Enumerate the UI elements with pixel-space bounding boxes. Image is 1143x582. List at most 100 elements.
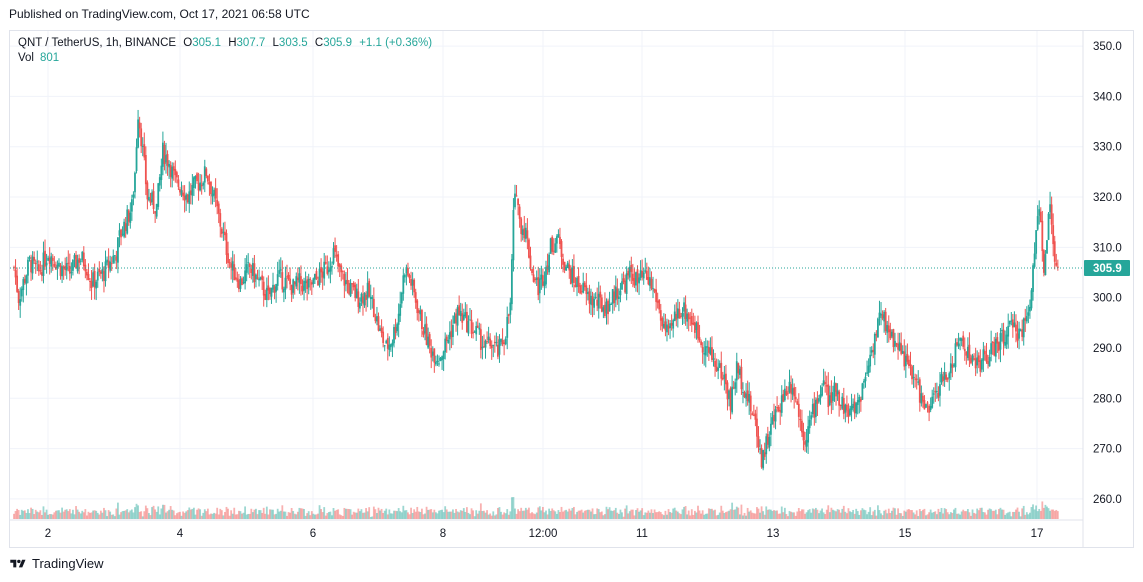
candle-body (642, 272, 645, 279)
volume-bar (664, 510, 667, 519)
candle-body (728, 390, 730, 399)
volume-bar (366, 511, 369, 519)
volume-bar (261, 512, 264, 519)
candle-body (763, 452, 766, 457)
candle-body (213, 189, 215, 196)
volume-bar (833, 510, 836, 519)
candle-body (754, 413, 757, 420)
candle-body (335, 254, 338, 257)
volume-bar (189, 509, 192, 519)
candle-body (963, 348, 966, 352)
candle-body (845, 404, 848, 411)
candle-body (351, 283, 354, 285)
chart-frame[interactable] (9, 30, 1134, 548)
volume-bar (206, 508, 209, 519)
candle-body (735, 361, 738, 381)
footer-brand[interactable]: TradingView (9, 556, 104, 571)
candle-body (912, 376, 915, 379)
volume-bar (785, 513, 788, 519)
candle-body (773, 414, 775, 421)
candle-body (923, 399, 926, 410)
candle-body (270, 287, 273, 297)
candle-body (853, 401, 856, 414)
candle-body (819, 394, 822, 399)
volume-bar (937, 508, 940, 519)
volume-bar (788, 511, 791, 519)
volume-bar (911, 510, 913, 519)
candle-body (261, 275, 264, 281)
candle-body (380, 327, 383, 333)
volume-bar (281, 505, 284, 519)
candle-body (211, 193, 214, 197)
volume-bar (321, 512, 324, 519)
volume-bar (248, 513, 251, 519)
candle-body (788, 381, 791, 393)
candle-body (934, 390, 937, 393)
volume-bar (906, 509, 909, 519)
volume-bar (213, 512, 215, 519)
candle-body (700, 341, 703, 346)
candle-body (649, 277, 651, 286)
candle-body (95, 281, 98, 289)
candle-body (906, 353, 909, 362)
volume-bar (839, 512, 842, 519)
candle-body (405, 267, 408, 274)
volume-bar (878, 510, 881, 519)
volume-bar (901, 515, 904, 519)
candle-body (776, 407, 779, 409)
candle-body (531, 269, 533, 274)
volume-bar (703, 514, 706, 519)
volume-bar (193, 507, 195, 519)
candle-body (957, 343, 960, 347)
volume-bar (1039, 510, 1042, 519)
volume-bar (296, 511, 299, 519)
volume-bar (385, 508, 388, 519)
volume-bar (594, 514, 597, 519)
candle-body (427, 336, 430, 348)
candle-body (655, 289, 658, 302)
candle-body (999, 333, 1002, 350)
volume-bar (526, 509, 529, 519)
candle-body (991, 341, 994, 344)
volume-bar (1018, 511, 1020, 519)
volume-bar (853, 513, 856, 519)
symbol-label[interactable]: QNT / TetherUS, 1h, BINANCE (18, 37, 177, 49)
volume-bar (573, 506, 575, 519)
candle-body (450, 330, 453, 338)
volume-bar (627, 513, 630, 519)
volume-bar (120, 512, 122, 519)
y-tick-label: 350.0 (1093, 41, 1122, 53)
candle-body (510, 259, 513, 305)
candle-body (960, 338, 963, 341)
candle-body (801, 420, 803, 433)
candle-body (686, 313, 689, 322)
volume-bar (517, 509, 519, 519)
volume-bar (600, 511, 603, 519)
volume-bar (1042, 507, 1045, 519)
volume-bar (1022, 505, 1025, 519)
volume-bar (608, 507, 611, 519)
x-tick-label: 15 (899, 528, 912, 540)
candle-body (555, 236, 558, 244)
volume-bar (897, 508, 899, 519)
volume-bar (686, 514, 689, 519)
candle-body (971, 355, 974, 362)
candle-body (431, 351, 434, 356)
volume-bar (25, 512, 28, 519)
volume-bar (973, 512, 975, 519)
volume-bar (31, 508, 34, 519)
candle-body (469, 319, 471, 321)
volume-bar (199, 509, 202, 519)
volume-bar (478, 510, 481, 519)
candle-body (628, 266, 631, 278)
candle-body (593, 298, 595, 308)
candle-body (951, 364, 954, 368)
candle-body (371, 297, 374, 299)
volume-bar (1004, 514, 1007, 519)
candle-body (1049, 204, 1051, 213)
volume-bar (935, 514, 938, 519)
candle-body (928, 405, 931, 413)
candle-body (1016, 333, 1019, 341)
candle-body (805, 439, 808, 447)
